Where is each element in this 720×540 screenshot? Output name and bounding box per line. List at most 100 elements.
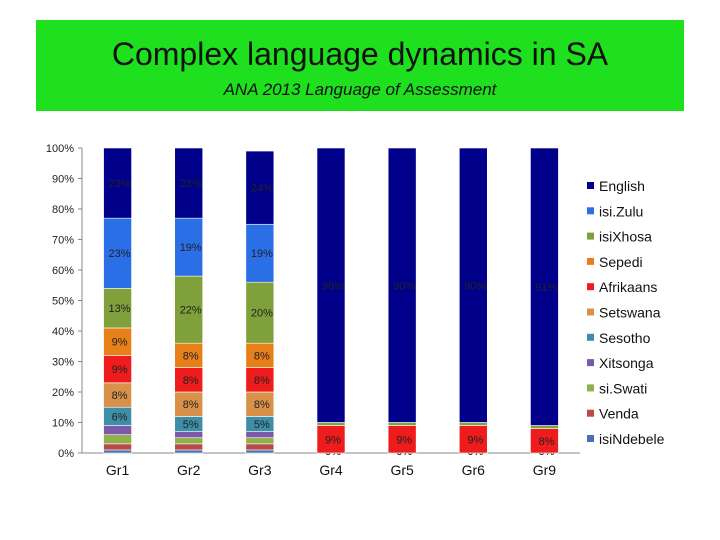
bar-segment [316,422,346,426]
legend-swatch [587,333,594,341]
bar-segment [103,287,132,329]
data-label: 9% [396,434,412,446]
x-tick-label: Gr6 [462,462,486,478]
bar-segment [530,425,559,429]
y-tick-label: 70% [52,235,74,247]
bar-segment [174,367,204,393]
data-label: 5% [254,419,270,431]
bar-segment [174,217,204,277]
data-label: 19% [180,242,202,254]
bar-segment [316,147,346,423]
legend-label: isiNdebele [599,431,665,447]
x-tick-label: Gr5 [390,462,414,478]
y-tick-label: 40% [52,326,74,338]
bar-segment [103,355,132,384]
data-label: 24% [251,183,273,195]
bar-segment [245,391,275,417]
data-label: 90% [393,280,415,292]
bar-segment [103,443,132,451]
legend-label: Sepedi [599,254,643,270]
legend-label: si.Swati [599,380,647,396]
data-label: 91% [535,282,557,294]
bar-segment [245,342,275,368]
legend-swatch [587,232,594,240]
legend-label: Afrikaans [599,279,657,295]
data-label: 8% [183,350,199,362]
x-tick-label: Gr2 [177,462,201,478]
bar-segment [103,327,132,356]
bar-segment [458,147,488,423]
bar-segment [316,425,346,454]
legend-label: Setswana [599,305,661,321]
bar-segment [387,422,417,426]
data-label: 22% [180,305,202,317]
legend-swatch [587,257,594,265]
bar-segment [387,147,417,423]
legend-label: Sesotho [599,330,651,346]
legend-label: Xitsonga [599,355,654,371]
bar-segment [103,147,132,219]
data-label: 8% [254,350,270,362]
x-tick-label: Gr9 [533,462,557,478]
bar-segment [530,428,559,454]
data-label: 13% [109,303,131,315]
legend-swatch [587,435,594,442]
y-tick-label: 80% [52,204,74,216]
data-label: 8% [254,399,270,411]
y-tick-label: 60% [52,265,74,277]
legend-swatch [587,283,594,291]
bar-segment [530,147,559,426]
bar-segment [245,437,275,445]
y-tick-label: 10% [52,418,74,430]
y-tick-label: 100% [46,143,74,155]
data-label: 8% [183,375,199,387]
bar-segment [174,391,204,417]
data-label: 9% [325,434,341,446]
data-label: 6% [112,411,128,423]
data-label: 9% [112,364,128,376]
data-label: 19% [251,248,273,260]
bar-segment [245,431,275,439]
bar-segment [245,281,275,344]
bar-segment [174,431,204,439]
data-label: 9% [467,434,483,446]
data-label: 9% [112,337,128,349]
legend-label: isiXhosa [599,229,652,245]
legend-swatch [587,182,594,189]
bar-segment [103,449,132,454]
bar-segment [103,425,132,435]
legend-label: English [599,178,645,194]
x-tick-label: Gr3 [248,462,272,478]
y-tick-label: 90% [52,174,74,186]
chart-title: Complex language dynamics in SA [111,36,609,72]
data-label: 90% [322,280,344,292]
legend-swatch [587,207,594,215]
data-label: 8% [538,436,554,448]
chart-subtitle: ANA 2013 Language of Assessment [223,80,497,99]
bar-segment [245,449,275,454]
data-label: 8% [112,390,128,402]
bar-segment [174,449,204,454]
bar-segment [174,342,204,368]
y-tick-label: 50% [52,296,74,308]
data-label: 23% [180,178,202,190]
bar-segment [103,382,132,408]
data-label: 8% [183,399,199,411]
bar-segment [387,425,417,454]
data-label: 23% [109,178,131,190]
y-tick-label: 30% [52,357,74,369]
data-label: 5% [183,419,199,431]
bar-segment [174,275,204,344]
data-label: 20% [251,308,273,320]
x-tick-label: Gr1 [106,462,130,478]
legend-swatch [587,308,594,316]
bar-segment [458,425,488,454]
legend-label: isi.Zulu [599,203,643,219]
bar-segment [103,434,132,445]
y-tick-label: 20% [52,387,74,399]
legend-swatch [587,409,594,417]
bar-segment [245,150,275,225]
bar-segment [245,367,275,393]
data-label: 23% [109,248,131,260]
bar-segment [174,437,204,445]
